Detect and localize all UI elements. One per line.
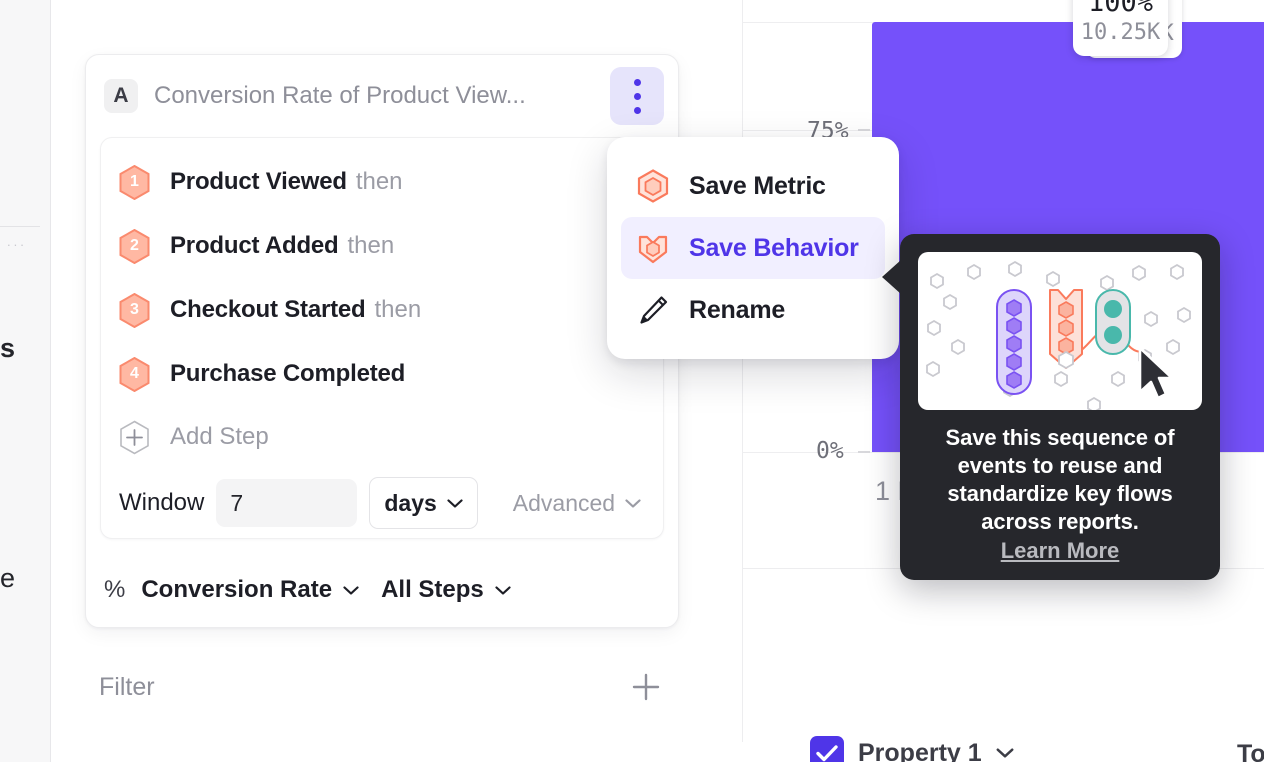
step-number: 1 [130,173,139,190]
step-connector: then [347,232,395,259]
funnel-steps-card: 1 Product Viewed then 2 Product Added th… [100,137,664,539]
step-event-name: Product Viewed [170,168,347,195]
left-rail: ... [0,0,51,762]
tooltip-arrow [882,260,901,294]
advanced-select[interactable]: Advanced [513,490,641,517]
rail-divider [0,226,40,227]
step-number: 2 [130,237,139,254]
step-connector: then [355,168,403,195]
rail-dots: ... [7,234,27,249]
window-unit-label: days [384,489,437,516]
metric-type-label: Conversion Rate [141,576,333,603]
step-event-name: Product Added [170,232,339,259]
filter-label: Filter [99,672,155,701]
window-row: Window days Advanced [101,468,663,538]
rail-clipped-text-top: s [0,333,16,363]
add-filter-button[interactable] [631,672,661,702]
step-number-hexagon-icon: 1 [119,164,150,200]
add-step-label: Add Step [170,423,269,450]
y-tickmark-0 [858,451,870,453]
chevron-down-icon [447,498,463,508]
chart-legend: Property 1 [810,736,1014,762]
checkmark-icon [816,745,838,762]
kebab-dot [633,106,641,114]
step-connector: then [374,296,422,323]
step-number: 4 [130,365,139,382]
funnel-step-row[interactable]: 3 Checkout Started then [101,278,663,342]
chevron-down-icon [625,498,641,508]
legend-right-label: Tot [1236,740,1264,762]
menu-item-label: Rename [689,295,786,324]
advanced-label: Advanced [512,489,616,516]
menu-item-label: Save Metric [689,171,826,200]
metric-title[interactable]: Conversion Rate of Product View... [154,82,526,109]
filter-section: Filter [99,672,661,702]
window-unit-select[interactable]: days [369,477,478,529]
shield-behavior-icon [635,230,671,266]
behavior-sequence-illustration [926,260,1191,410]
hexagon-metric-icon [635,168,671,204]
step-number-hexagon-icon: 3 [119,292,150,328]
funnel-step-row[interactable]: 4 Purchase Completed [101,342,663,406]
legend-label: Property 1 [858,738,982,762]
bar-top-value-tooltip: 100% 10.25K [1073,0,1168,56]
bar-top-count: 10.25K [1080,20,1161,46]
menu-item-rename[interactable]: Rename [621,279,885,341]
add-step-button[interactable]: Add Step [101,406,663,468]
builder-header: A Conversion Rate of Product View... [86,55,678,137]
step-event-name: Checkout Started [170,296,366,323]
steps-scope-select[interactable]: All Steps [381,576,511,604]
chevron-down-icon [343,585,359,595]
bar-top-percent: 100% [1087,0,1154,18]
menu-item-label: Save Behavior [689,233,859,262]
menu-item-save-behavior[interactable]: Save Behavior [621,217,885,279]
rail-clipped-text-bottom: e [0,563,16,593]
metric-context-menu: Save Metric Save Behavior Rename [607,137,899,359]
cursor-icon [1138,346,1174,400]
steps-scope-label: All Steps [381,576,484,603]
chevron-down-icon [996,748,1014,758]
metric-letter-badge: A [104,79,138,113]
config-column: A Conversion Rate of Product View... 1 P… [51,0,711,762]
step-number-hexagon-icon: 4 [119,356,150,392]
metric-type-select[interactable]: Conversion Rate [141,576,359,604]
step-number: 3 [130,301,139,318]
pencil-icon [635,292,671,328]
behavior-help-tooltip: Save this sequence of events to reuse an… [882,234,1220,580]
y-tickmark-75 [858,129,870,131]
chevron-down-icon [495,585,511,595]
tooltip-illustration [918,252,1202,410]
plus-icon [632,673,660,701]
add-step-plus-icon [119,420,150,455]
y-tick-0: 0% [816,438,844,464]
y-axis-line [742,0,743,742]
funnel-step-row[interactable]: 1 Product Viewed then [101,150,663,214]
metric-builder-card: A Conversion Rate of Product View... 1 P… [85,54,679,628]
metric-selector-row: % Conversion Rate All Steps [86,553,678,627]
legend-checkbox[interactable] [810,736,844,762]
kebab-dot [633,92,641,100]
step-event-name: Purchase Completed [170,360,406,387]
tooltip-body-text: Save this sequence of events to reuse an… [945,425,1175,534]
menu-item-save-metric[interactable]: Save Metric [621,155,885,217]
tooltip-learn-more-link[interactable]: Learn More [1000,538,1120,563]
funnel-step-row[interactable]: 2 Product Added then [101,214,663,278]
step-number-hexagon-icon: 2 [119,228,150,264]
window-label: Window [119,489,205,516]
kebab-dot [633,78,641,86]
window-value-input[interactable] [216,479,358,527]
percent-icon: % [104,576,126,603]
kebab-menu-button[interactable] [610,67,664,125]
